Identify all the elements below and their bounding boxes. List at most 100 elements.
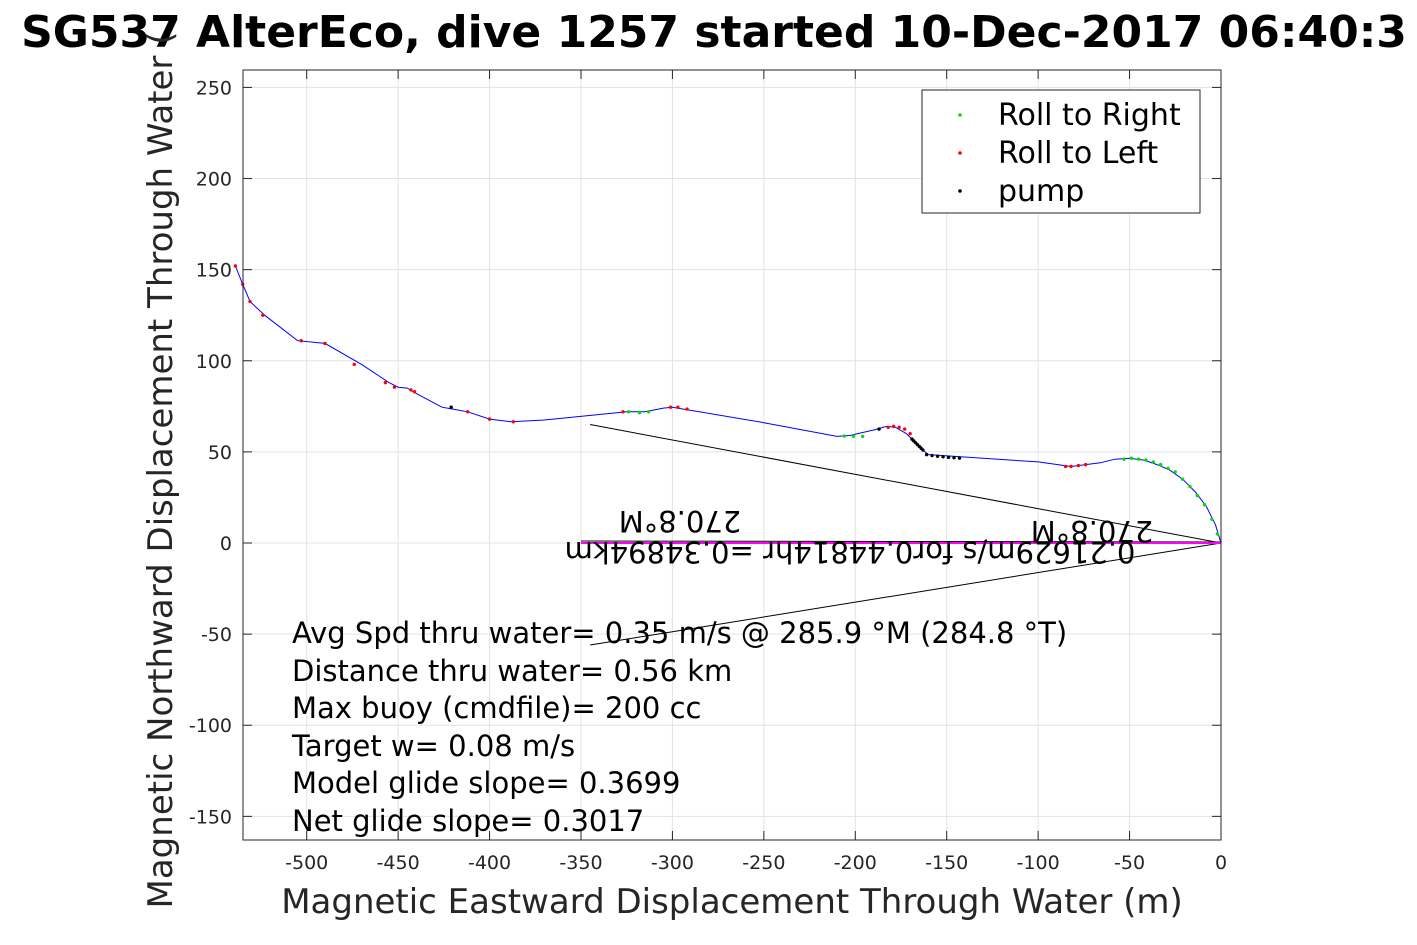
y-tick-label: 200 xyxy=(196,169,232,191)
roll-left-point xyxy=(676,405,680,409)
roll-right-point xyxy=(1210,517,1214,522)
y-tick-label: 100 xyxy=(196,351,232,373)
roll-right-point xyxy=(1202,503,1207,507)
roll-right-point xyxy=(1151,460,1156,464)
roll-right-point xyxy=(1215,532,1220,536)
current-upper-line xyxy=(590,424,1222,544)
legend-label-roll-right: Roll to Right xyxy=(998,98,1181,133)
current-speed-label: 0.21629m/s for0.44814hr =0.34894km xyxy=(565,535,1136,569)
x-tick-label: -250 xyxy=(742,852,785,874)
roll-left-point xyxy=(1076,463,1081,468)
legend: Roll to Right Roll to Left pump xyxy=(921,89,1201,214)
pump-point xyxy=(952,456,956,460)
x-tick-label: -400 xyxy=(468,852,511,874)
roll-right-point xyxy=(646,410,651,414)
x-tick-label: -300 xyxy=(651,852,694,874)
legend-marker-pump xyxy=(958,189,962,193)
roll-right-point xyxy=(1195,493,1199,498)
y-axis-label: Magnetic Northward Displacement Through … xyxy=(141,32,181,909)
roll-right-point xyxy=(842,434,847,438)
annotation-model-glide: Model glide slope= 0.3699 xyxy=(292,766,680,800)
roll-left-point xyxy=(886,425,890,429)
roll-right-point xyxy=(1180,477,1185,481)
x-tick-label: -150 xyxy=(925,852,968,874)
roll-left-point xyxy=(352,362,356,367)
roll-left-point xyxy=(902,427,907,431)
roll-right-point xyxy=(1188,484,1192,489)
current-mean-line xyxy=(580,540,1222,543)
roll-right-point xyxy=(1173,470,1177,474)
roll-right-point xyxy=(851,434,856,438)
x-tick-label: -500 xyxy=(285,852,328,874)
current-heading-label-left: 270.8°M xyxy=(619,504,742,538)
legend-marker-roll-left xyxy=(958,151,962,155)
current-lower-line xyxy=(590,542,1222,646)
pump-point xyxy=(946,455,951,460)
roll-left-point xyxy=(323,341,327,346)
legend-label-roll-left: Roll to Left xyxy=(998,136,1158,171)
pump-point xyxy=(449,405,453,409)
roll-left-point xyxy=(621,410,625,414)
roll-right-point xyxy=(1122,457,1126,461)
roll-left-point xyxy=(1069,464,1073,469)
roll-left-point xyxy=(233,264,238,268)
roll-right-point xyxy=(1129,456,1134,460)
roll-left-point xyxy=(891,424,896,429)
x-tick-label: 0 xyxy=(1215,852,1227,874)
roll-left-point xyxy=(299,339,303,343)
current-heading-label-right: 270.8°M xyxy=(1031,514,1154,548)
x-tick-label: -450 xyxy=(377,852,420,874)
roll-left-point xyxy=(409,388,413,392)
summary-annotations: Avg Spd thru water= 0.35 m/s @ 285.9 °M … xyxy=(291,616,1067,838)
pump-point xyxy=(924,452,929,457)
chart-title: SG537 AlterEco, dive 1257 started 10-Dec… xyxy=(21,7,1407,58)
roll-left-point xyxy=(897,425,901,429)
annotation-target-w: Target w= 0.08 m/s xyxy=(291,729,575,763)
roll-right-point xyxy=(626,410,631,414)
pump-point xyxy=(910,437,914,441)
current-vectors xyxy=(580,424,1222,646)
y-tick-label: 0 xyxy=(220,533,232,555)
annotation-net-glide: Net glide slope= 0.3017 xyxy=(292,804,644,838)
roll-left-point xyxy=(668,405,673,409)
roll-left-point xyxy=(487,417,492,421)
plot-frame xyxy=(242,69,1222,841)
roll-right-point xyxy=(860,434,865,439)
pump-point xyxy=(957,456,962,460)
pump-point xyxy=(941,455,945,459)
roll-left-point xyxy=(248,299,252,304)
pump-point xyxy=(877,427,881,431)
annotation-avg-speed: Avg Spd thru water= 0.35 m/s @ 285.9 °M … xyxy=(292,616,1067,650)
x-tick-label: -100 xyxy=(1017,852,1060,874)
y-tick-label: 250 xyxy=(196,77,232,99)
y-tick-label: -150 xyxy=(189,806,232,828)
roll-left-point xyxy=(511,420,516,424)
roll-right-point xyxy=(637,410,642,415)
roll-left-point xyxy=(1083,462,1088,467)
y-tick-label: -100 xyxy=(189,715,232,737)
pump-point xyxy=(935,454,940,458)
x-tick-label: -50 xyxy=(1114,852,1145,874)
roll-left-point xyxy=(261,313,265,317)
legend-box xyxy=(921,89,1201,214)
annotation-distance: Distance thru water= 0.56 km xyxy=(292,654,732,688)
x-tick-labels: -500 -450 -400 -350 -300 -250 -200 -150 -100 -50 0 xyxy=(285,852,1227,874)
roll-points-layer xyxy=(233,264,1220,536)
x-tick-label: -350 xyxy=(559,852,602,874)
roll-left-point xyxy=(383,380,388,385)
roll-left-point xyxy=(392,385,397,389)
x-axis-label: Magnetic Eastward Displacement Through W… xyxy=(281,882,1183,922)
x-tick-label: -200 xyxy=(834,852,877,874)
y-tick-label: -50 xyxy=(201,624,232,646)
roll-right-point xyxy=(1137,457,1141,461)
roll-right-point xyxy=(1158,462,1163,467)
y-tick-labels: 250 200 150 100 50 0 -50 -100 -150 xyxy=(189,77,232,828)
y-tick-label: 150 xyxy=(196,260,232,282)
annotation-max-buoy: Max buoy (cmdfile)= 200 cc xyxy=(292,691,701,725)
roll-left-point xyxy=(908,431,912,436)
pump-point xyxy=(930,453,934,458)
legend-label-pump: pump xyxy=(998,174,1084,209)
legend-marker-roll-right xyxy=(958,113,962,117)
roll-left-point xyxy=(1063,464,1068,469)
